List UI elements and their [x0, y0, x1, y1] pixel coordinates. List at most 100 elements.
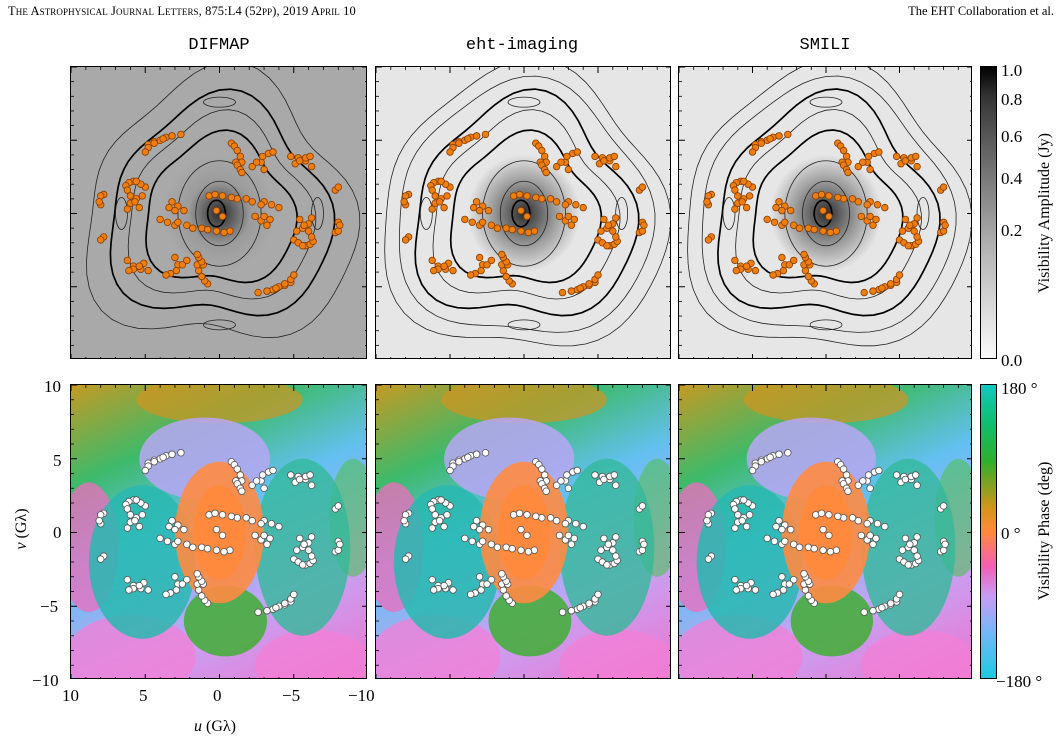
uv-point [227, 193, 236, 202]
uv-point [197, 272, 206, 281]
inner-contour [482, 160, 566, 267]
uv-point [913, 552, 921, 560]
uv-point [881, 203, 889, 212]
uv-point [609, 546, 617, 554]
amplitude-tick-0-4: 0.4 [1001, 169, 1023, 188]
ring-contour [127, 109, 317, 300]
uv-point [287, 471, 295, 479]
uv-point [873, 200, 882, 209]
uv-point [857, 531, 865, 540]
uv-point [878, 603, 886, 612]
uv-point [766, 453, 774, 461]
uv-point [898, 227, 907, 235]
uv-point [542, 168, 550, 177]
uv-point [585, 599, 593, 607]
uv-point [819, 227, 827, 235]
uv-point [515, 190, 524, 199]
uv-point [97, 555, 105, 563]
uv-point [469, 522, 478, 531]
uv-point [131, 516, 139, 525]
uv-point [612, 214, 620, 222]
uv-point [220, 547, 228, 556]
uv-point [281, 599, 289, 607]
uv-point [939, 502, 948, 510]
uv-point [906, 540, 914, 548]
uv-point [307, 533, 316, 541]
uv-point [174, 537, 182, 545]
uv-point [612, 481, 620, 489]
uv-point [576, 284, 584, 292]
uv-point [435, 198, 444, 206]
uv-point [524, 547, 533, 556]
uv-point [817, 190, 826, 199]
phase-panel-difmap [70, 384, 367, 679]
uv-point [863, 200, 871, 209]
uv-point [854, 516, 862, 525]
uv-point [150, 457, 158, 466]
uv-point [144, 586, 152, 594]
x-axis-unit: (Gλ) [206, 718, 236, 735]
uv-point [810, 225, 818, 234]
uv-point [443, 192, 451, 200]
uv-point [530, 227, 539, 235]
uv-point [95, 198, 103, 206]
uv-point [704, 236, 713, 244]
uv-point [165, 203, 173, 212]
uv-point [895, 271, 904, 279]
uv-point [523, 531, 531, 540]
uv-point [778, 573, 786, 581]
uv-point [197, 592, 206, 600]
uv-point [126, 192, 135, 200]
uv-point [572, 200, 580, 209]
uv-point [795, 224, 804, 232]
uv-point [572, 519, 580, 528]
inner-contour [802, 180, 850, 247]
amplitude-map-difmap [71, 67, 366, 358]
uv-point [786, 525, 795, 534]
uv-point [464, 453, 472, 461]
phase-lobe [136, 385, 303, 424]
uv-point [252, 158, 261, 166]
uv-point [517, 227, 525, 235]
uv-point [854, 481, 862, 489]
uv-point [162, 271, 170, 279]
uv-point [734, 192, 742, 200]
uv-point [132, 177, 141, 185]
uv-point [911, 152, 920, 161]
uv-point [472, 516, 481, 525]
uv-point [125, 586, 133, 594]
uv-point [481, 130, 490, 139]
uv-point [493, 224, 502, 232]
uv-point [789, 575, 798, 584]
uv-point [172, 266, 181, 275]
uv-point [860, 288, 868, 297]
uv-point [886, 280, 895, 288]
uv-point [763, 534, 771, 543]
uv-point [564, 484, 573, 492]
uv-point [772, 522, 780, 531]
uv-point [159, 453, 167, 461]
amplitude-tick-1-0: 1.0 [1001, 61, 1023, 80]
uv-point [567, 221, 576, 229]
uv-point [272, 284, 280, 292]
uv-point [517, 206, 525, 215]
uv-point [263, 221, 271, 229]
uv-point [509, 511, 518, 519]
uv-point [881, 522, 889, 531]
column-title-smili: SMILI [799, 36, 851, 55]
column-title-difmap: DIFMAP [188, 36, 250, 55]
uv-point [298, 241, 307, 250]
central-phase-region [497, 485, 551, 580]
uv-point [193, 250, 201, 259]
uv-point [183, 221, 191, 229]
amplitude-colorbar-label: Visibility Amplitude (Jy) [1036, 133, 1053, 293]
phase-map-difmap [71, 385, 366, 678]
uv-point [336, 221, 344, 229]
uv-point [218, 531, 227, 540]
uv-point [854, 198, 862, 206]
uv-point [502, 272, 510, 281]
uv-point [468, 218, 476, 226]
uv-point [242, 195, 250, 203]
amplitude-tick-0-2: 0.2 [1001, 221, 1023, 240]
uv-point [267, 519, 276, 528]
